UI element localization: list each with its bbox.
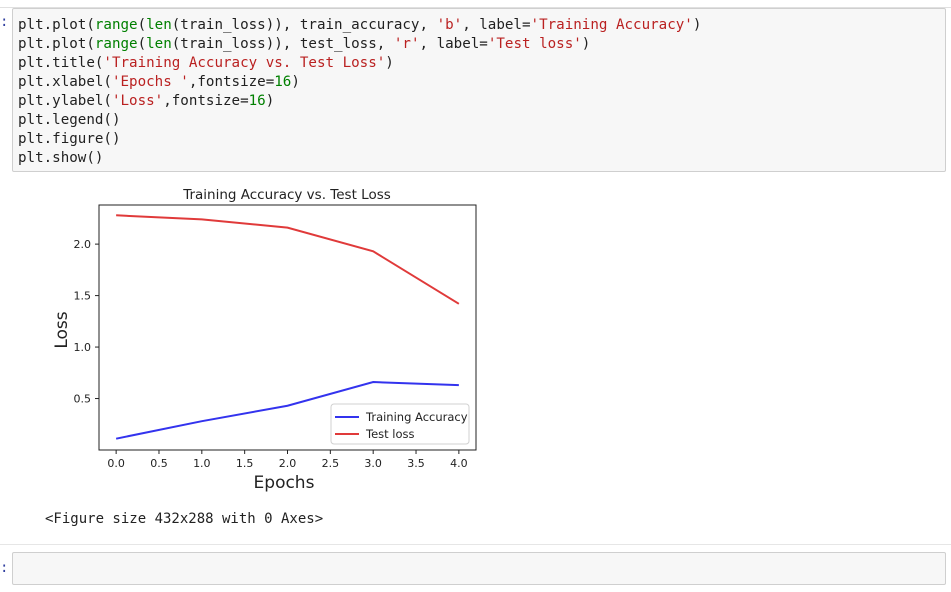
cell-top-border [0, 0, 951, 8]
code-token: 'Training Accuracy' [530, 17, 693, 33]
code-token: plt.plot( [18, 17, 95, 33]
code-token: 16 [274, 74, 292, 90]
cell-prompt: : [0, 560, 9, 576]
code-token: ) [581, 36, 591, 52]
code-token: , label= [419, 36, 488, 52]
code-token: 'b' [436, 17, 463, 33]
x-tick-label: 0.0 [107, 457, 125, 470]
code-token: range [94, 17, 138, 33]
code-line: plt.title('Training Accuracy vs. Test Lo… [18, 55, 394, 71]
x-tick-label: 3.5 [407, 457, 425, 470]
code-token: ) [265, 93, 275, 109]
code-line: plt.plot(range(len(train_loss)), train_a… [18, 17, 701, 33]
cell-prompt: : [0, 14, 9, 30]
code-line: plt.figure() [18, 131, 121, 147]
code-token: 'Training Accuracy vs. Test Loss' [103, 55, 386, 71]
code-token: 'Epochs ' [111, 74, 189, 90]
code-token: len [146, 17, 172, 33]
code-token: 'Test loss' [487, 36, 582, 52]
code-token: range [94, 36, 138, 52]
code-token: ) [692, 17, 702, 33]
code-editor[interactable]: plt.plot(range(len(train_loss)), train_a… [18, 16, 701, 168]
code-token: len [146, 36, 172, 52]
y-tick-label: 1.0 [74, 341, 92, 354]
x-tick-label: 2.5 [322, 457, 340, 470]
x-tick-label: 1.0 [193, 457, 211, 470]
code-token: plt.ylabel( [18, 93, 112, 109]
y-axis-label: Loss [52, 311, 72, 348]
code-token: ,fontsize= [163, 93, 249, 109]
legend-label: Test loss [365, 427, 415, 441]
code-token: 'r' [393, 36, 420, 52]
code-token: 'Loss' [111, 93, 164, 109]
code-token: ,fontsize= [188, 74, 275, 90]
chart: Training Accuracy vs. Test Loss Epochs L… [52, 187, 477, 493]
y-tick-label: 2.0 [74, 238, 92, 251]
cell-separator [0, 544, 951, 545]
code-token: 16 [248, 93, 266, 109]
code-line: plt.legend() [18, 112, 121, 128]
code-token: ) [291, 74, 300, 90]
code-line: plt.show() [18, 150, 103, 166]
code-token: plt.xlabel( [18, 74, 112, 90]
x-tick-label: 2.0 [279, 457, 297, 470]
y-tick-label: 1.5 [74, 290, 92, 303]
code-token: plt.plot( [18, 36, 95, 52]
code-line: plt.xlabel('Epochs ',fontsize=16) [18, 74, 300, 90]
chart-title: Training Accuracy vs. Test Loss [182, 187, 391, 203]
code-token: ) [385, 55, 394, 71]
code-token: plt.show() [18, 150, 104, 166]
output-area: Training Accuracy vs. Test Loss Epochs L… [0, 175, 951, 545]
y-tick-label: 0.5 [74, 393, 92, 406]
code-line: plt.ylabel('Loss',fontsize=16) [18, 93, 274, 109]
code-cell[interactable]: plt.plot(range(len(train_loss)), train_a… [12, 8, 946, 172]
plot-frame [98, 204, 477, 451]
x-tick-label: 3.0 [364, 457, 382, 470]
code-token: , label= [462, 17, 531, 33]
legend-box [330, 403, 470, 445]
code-token: ( [137, 17, 147, 33]
legend-label: Training Accuracy [365, 410, 468, 424]
series-line [115, 381, 459, 440]
x-axis-label: Epochs [254, 473, 315, 493]
code-token: (train_loss)), test_loss, [171, 36, 394, 52]
figure-output-text: <Figure size 432x288 with 0 Axes> [45, 511, 324, 527]
x-tick-label: 0.5 [150, 457, 168, 470]
x-tick-label: 4.0 [450, 457, 468, 470]
series-line [116, 214, 460, 305]
code-token: ( [137, 36, 147, 52]
empty-code-cell[interactable] [12, 552, 946, 585]
code-token: (train_loss)), train_accuracy, [171, 17, 437, 33]
code-token: plt.figure() [18, 131, 121, 147]
code-line: plt.plot(range(len(train_loss)), test_lo… [18, 36, 590, 52]
x-tick-label: 1.5 [236, 457, 254, 470]
code-token: plt.title( [18, 55, 104, 71]
code-token: plt.legend() [18, 112, 121, 128]
